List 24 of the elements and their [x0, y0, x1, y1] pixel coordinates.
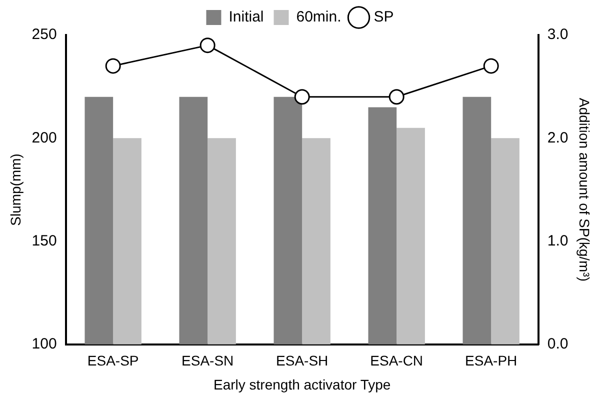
y2-tick-label: 3.0	[547, 26, 568, 44]
x-tick-label: ESA-CN	[370, 352, 424, 369]
point	[388, 89, 404, 105]
legend-label: Initial	[228, 8, 264, 26]
y-tick-label: 100	[32, 336, 57, 353]
point	[294, 89, 310, 105]
y2-axis-title: Addition amount of SP(kg/m³)	[576, 98, 593, 282]
x-tick-label: ESA-PH	[465, 352, 518, 369]
y-tick-label: 150	[32, 232, 57, 250]
y2-tick-label: 1.0	[547, 232, 568, 250]
y-axis-title: Slump(mm)	[7, 154, 24, 226]
y2-tick-label: 0.0	[547, 336, 568, 353]
point	[483, 58, 499, 74]
x-axis-title: Early strength activator Type	[214, 376, 391, 392]
y-tick-label: 250	[32, 26, 57, 44]
point	[200, 38, 216, 54]
y2-tick-label: 2.0	[547, 129, 568, 146]
point	[105, 58, 121, 74]
y-tick-label: 200	[32, 129, 57, 146]
legend-label: SP	[374, 8, 394, 26]
x-tick-label: ESA-SP	[87, 352, 139, 369]
legend-label: 60min.	[296, 8, 342, 26]
x-tick-label: ESA-SN	[182, 352, 234, 369]
x-tick-label: ESA-SH	[276, 352, 328, 369]
